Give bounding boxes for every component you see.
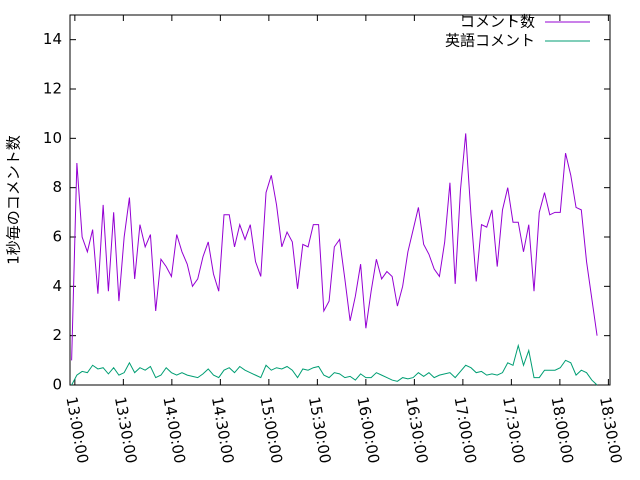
legend-label: コメント数 — [460, 13, 535, 31]
y-tick-label: 2 — [52, 326, 62, 344]
y-tick-label: 4 — [52, 277, 62, 295]
y-tick-label: 6 — [52, 228, 62, 246]
x-tick-label: 17:30:00 — [499, 395, 528, 464]
y-tick-label: 14 — [43, 30, 62, 48]
y-tick-label: 8 — [52, 178, 62, 196]
y-tick-label: 0 — [52, 376, 62, 394]
y-tick-label: 10 — [43, 129, 62, 147]
series-line — [71, 133, 598, 361]
x-tick-label: 16:00:00 — [353, 395, 382, 464]
x-tick-label: 13:30:00 — [111, 395, 140, 464]
y-axis-label: 1秒毎のコメント数 — [5, 135, 23, 265]
plot-frame — [69, 14, 611, 386]
x-tick-label: 17:00:00 — [451, 395, 480, 464]
x-tick-label: 16:30:00 — [402, 395, 431, 464]
y-tick-label: 12 — [43, 80, 62, 98]
x-tick-label: 14:30:00 — [208, 395, 237, 464]
x-tick-label: 18:30:00 — [596, 395, 625, 464]
legend-label: 英語コメント — [445, 32, 535, 50]
x-tick-label: 15:00:00 — [256, 395, 285, 464]
x-tick-label: 18:00:00 — [548, 395, 577, 464]
x-tick-label: 13:00:00 — [62, 395, 91, 464]
x-tick-label: 15:30:00 — [305, 395, 334, 464]
x-tick-label: 14:00:00 — [159, 395, 188, 464]
series-line — [71, 343, 598, 386]
